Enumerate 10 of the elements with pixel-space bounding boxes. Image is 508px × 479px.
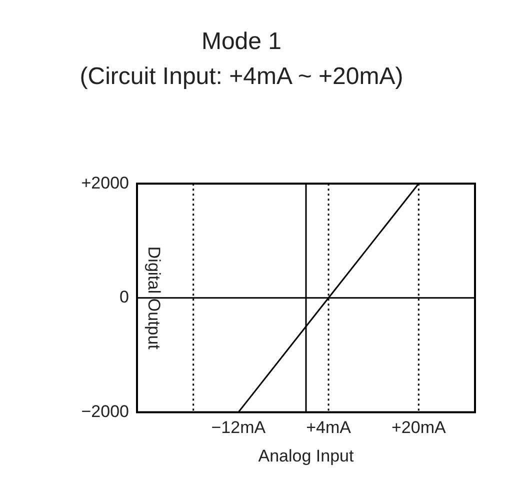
- x-tick-label: +4mA: [306, 418, 352, 438]
- x-axis-title: Analog Input: [258, 446, 354, 466]
- chart-title: Mode 1: [201, 28, 282, 56]
- x-tick-label: −12mA: [211, 418, 266, 438]
- chart-subtitle: (Circuit Input: +4mA ~ +20mA): [80, 62, 404, 90]
- y-tick-label: +2000: [81, 173, 129, 192]
- y-tick-label: −2000: [81, 402, 129, 421]
- y-axis-title: Digital Output: [144, 246, 164, 350]
- x-tick-label: +20mA: [391, 418, 446, 438]
- y-tick-label: 0: [120, 288, 129, 307]
